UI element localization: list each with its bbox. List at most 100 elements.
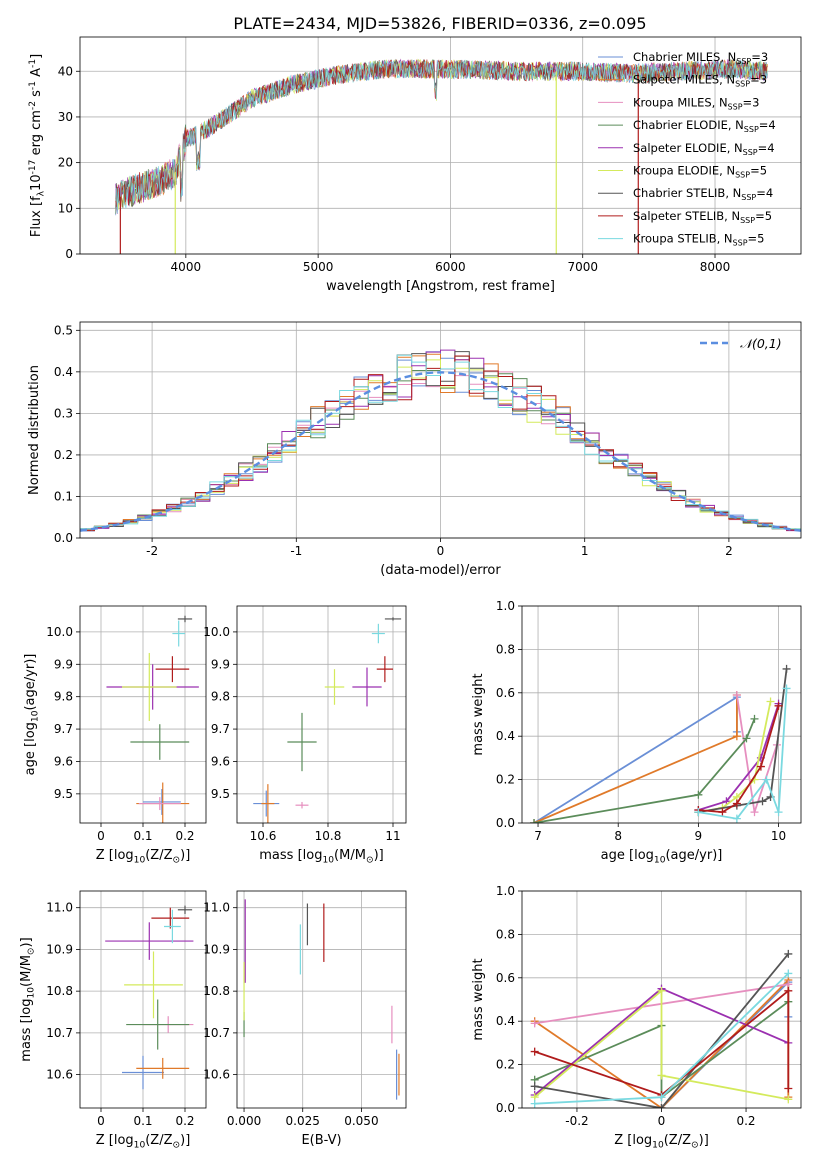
label-part: 10 <box>26 987 36 999</box>
label-part: mass [log <box>259 848 322 863</box>
legend-label-main: Salpeter MILES, N <box>633 73 735 87</box>
label-part: E(B-V) <box>301 1133 341 1148</box>
y-tick-label: 0.0 <box>54 531 73 545</box>
legend-label-sub: SSP <box>728 102 743 111</box>
label-part: wavelength [Angstrom, rest frame] <box>326 279 555 294</box>
errorbar-point <box>151 907 190 929</box>
y-tick-label: 9.7 <box>54 722 73 736</box>
label-part: Normed distribution <box>27 365 42 495</box>
weight-line <box>698 703 780 811</box>
errorbar-point <box>177 905 193 914</box>
errorbar-point <box>138 797 181 811</box>
weight-marker <box>657 1093 666 1102</box>
x-tick-label: 9 <box>695 829 703 843</box>
weight-marker <box>732 690 741 699</box>
y-tick-label: 0.2 <box>496 1058 515 1072</box>
errorbar-point <box>352 667 382 707</box>
label-part: 10 <box>134 855 146 865</box>
axes-age_vs_mass: 10.6 10.8 11 9.5 9.6 9.7 9.8 9.9 10.0 mass [log10… <box>203 605 407 865</box>
y-tick-label: 10.0 <box>46 625 73 639</box>
plot-area <box>80 349 801 532</box>
label-part: (Z/Z <box>664 1133 691 1148</box>
x-tick-label: 0.2 <box>175 1114 194 1128</box>
label-part: (age/yr)] <box>665 848 722 863</box>
legend-label: Salpeter ELODIE, NSSP=4 <box>633 141 775 157</box>
x-tick-label: 0 <box>658 1114 666 1128</box>
axes-frame <box>236 605 407 824</box>
label-part: ⊙ <box>26 947 36 955</box>
label-part: 10 <box>654 855 666 865</box>
y-tick-label: 11.0 <box>46 901 73 915</box>
y-tick-label: 10.7 <box>203 1026 230 1040</box>
weight-marker <box>784 1084 793 1093</box>
label-part: -17 <box>28 159 38 174</box>
plot-area <box>115 58 768 254</box>
legend-label-sub: SSP <box>741 193 756 202</box>
axes-spectrum: 4000 5000 6000 7000 8000 0 10 20 30 40 wavelength … <box>28 36 802 294</box>
plot-area <box>530 949 793 1108</box>
label-part: λ <box>36 190 46 196</box>
y-tick-label: 10.7 <box>46 1026 73 1040</box>
x-tick-label: -2 <box>146 544 158 558</box>
y-tick-label: 0 <box>65 247 73 261</box>
label-part: ⊙ <box>173 855 181 865</box>
weight-marker <box>784 986 793 995</box>
label-part: 10 <box>322 855 334 865</box>
label-part: (age/yr)] <box>23 654 38 711</box>
label-part: 10 <box>134 1140 146 1150</box>
label-part: ⊙ <box>366 855 374 865</box>
x-tick-label: 10.8 <box>315 829 342 843</box>
legend-label-tail: =3 <box>743 95 760 109</box>
x-tick-label: 0 <box>97 829 105 843</box>
legend-label-main: Chabrier MILES, N <box>633 50 736 64</box>
label-part: Flux [f <box>29 196 44 237</box>
y-tick-label: 1.0 <box>496 884 515 898</box>
label-part: 10 <box>652 1140 664 1150</box>
errorbar-point <box>122 652 177 721</box>
legend-label: Chabrier ELODIE, NSSP=4 <box>633 118 776 134</box>
label-part: )] <box>699 1133 709 1148</box>
errorbar-point <box>376 656 393 683</box>
x-axis-label: E(B-V) <box>301 1133 341 1148</box>
label-part: age [log <box>23 722 38 775</box>
label-part: )] <box>180 848 190 863</box>
legend-label-sub: SSP <box>740 216 755 225</box>
legend-label: Kroupa ELODIE, NSSP=5 <box>633 164 767 180</box>
label-part: erg cm <box>29 110 44 159</box>
x-tick-label: 0.2 <box>736 1114 755 1128</box>
label-part: mass [log <box>19 999 34 1062</box>
plot-area <box>243 899 400 1100</box>
x-tick-label: -0.2 <box>565 1114 588 1128</box>
y-tick-label: 0.6 <box>496 971 515 985</box>
y-tick-label: 9.9 <box>211 657 230 671</box>
weight-marker <box>657 1104 666 1108</box>
legend-label-sub: SSP <box>733 239 748 248</box>
errorbar-point <box>130 724 190 760</box>
x-tick-label: 0.1 <box>133 829 152 843</box>
y-tick-label: 10.6 <box>203 1068 230 1082</box>
legend-label-main: Chabrier STELIB, N <box>633 186 741 200</box>
axes-mass_vs_ebv: 0.000 0.025 0.050 10.6 10.7 10.8 10.9 11.0 E(B-V… <box>203 890 407 1148</box>
weight-marker <box>657 1071 666 1080</box>
errorbar-point <box>177 615 193 623</box>
x-tick-label: 11 <box>385 829 400 843</box>
legend-label-main: Chabrier ELODIE, N <box>633 118 744 132</box>
label-part: (data-model)/error <box>380 563 501 578</box>
weight-marker <box>758 797 767 806</box>
legend-label-main: Kroupa MILES, N <box>633 95 728 109</box>
spectrum-line <box>115 58 768 208</box>
y-tick-label: 9.6 <box>211 754 230 768</box>
x-tick-label: 0.2 <box>175 829 194 843</box>
weight-marker <box>750 714 759 723</box>
label-part: A <box>29 68 44 81</box>
legend-label: Salpeter STELIB, NSSP=5 <box>633 209 772 225</box>
axes-frame <box>79 605 207 824</box>
weight-marker <box>530 1082 539 1091</box>
y-axis-label: mass weight <box>471 673 486 755</box>
legend-label-main: Salpeter ELODIE, N <box>633 141 743 155</box>
weight-marker <box>766 697 775 706</box>
label-part: (M/M <box>334 848 366 863</box>
weight-marker <box>762 775 771 784</box>
label-part: Z [log <box>96 1133 134 1148</box>
